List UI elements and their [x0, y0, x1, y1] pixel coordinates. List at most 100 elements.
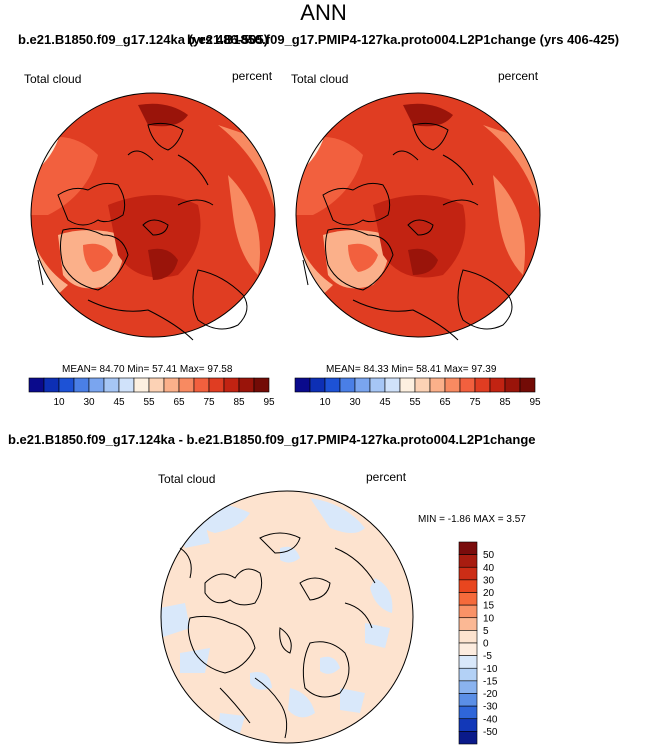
panel-1-colorbar-cell [73, 377, 90, 393]
panel-1-colorbar-cell [238, 377, 255, 393]
panel-1-stats: MEAN= 84.70 Min= 57.41 Max= 97.58 [62, 364, 232, 375]
panel-3-colorbar-cell [458, 617, 478, 631]
panel-1-colorbar-cell [118, 377, 135, 393]
panel-2-colorbar-cell [474, 377, 491, 393]
panel-3-colorbar-cell [458, 566, 478, 581]
panel-3-colorbar-cell [458, 705, 478, 720]
panel-1-colorbar-cell [28, 377, 45, 393]
panel-1-max-value: 97.58 [207, 364, 233, 375]
panel-1-colorbar-cell [103, 377, 120, 393]
panel-2-polar-map [295, 92, 541, 341]
panel-1-mean-value: 84.70 [99, 364, 125, 375]
panel-1-colorbar-cell [253, 377, 270, 393]
panel-1-min-label: Min= [127, 364, 150, 375]
panel-1-colorbar-tick-label: 45 [113, 397, 125, 408]
diff-title: b.e21.B1850.f09_g17.124ka - b.e21.B1850.… [8, 432, 536, 447]
panel-1-colorbar-cell [133, 377, 150, 393]
panel-3-colorbar-cell [458, 630, 478, 644]
panel-3-colorbar-tick-label: 10 [483, 613, 495, 624]
panel-2-max-value: 97.39 [471, 364, 497, 375]
panel-2-mean-value: 84.33 [363, 364, 389, 375]
panel-3-colorbar-tick-label: 40 [483, 563, 495, 574]
panel-1-polar-map [30, 92, 276, 341]
panel-3-colorbar-tick-label: 50 [483, 550, 495, 561]
panel-3-min-value: -1.86 [447, 514, 471, 525]
panel-1-colorbar-cell [223, 377, 240, 393]
panel-3-colorbar-cell [458, 604, 478, 619]
panel-2-colorbar-cell [369, 377, 386, 393]
panel-2-colorbar-cell [414, 377, 431, 393]
panel-3-colorbar-cell [458, 731, 478, 745]
panel-3-colorbar-cell [458, 667, 478, 682]
panel-2-colorbar-tick-label: 95 [529, 397, 541, 408]
panel-2-colorbar-cell [489, 377, 506, 393]
panel-2-colorbar-cell [324, 377, 341, 393]
panel-1-colorbar-cell [163, 377, 180, 393]
panel-1-colorbar-tick-label: 65 [173, 397, 185, 408]
panel-3-colorbar-tick-label: -5 [483, 651, 492, 662]
panel-2-colorbar-cell [519, 377, 536, 393]
panel-3-max-label: MAX = [473, 514, 504, 525]
panel-2-units-label: percent [498, 69, 539, 83]
panel-2-colorbar-tick-label: 75 [469, 397, 481, 408]
panel-3-colorbar-cell [458, 655, 478, 669]
panel-3-min-label: MIN = [418, 514, 445, 525]
panel-3-units-label: percent [366, 470, 407, 484]
panel-2-colorbar-tick-label: 65 [439, 397, 451, 408]
panel-1-colorbar-cell [58, 377, 75, 393]
panel-2-max-label: Max= [443, 364, 469, 375]
panel-1-colorbar-tick-label: 85 [233, 397, 245, 408]
panel-3-colorbar-cell [458, 579, 478, 593]
panel-3-colorbar-tick-label: 20 [483, 588, 495, 599]
panel-1-colorbar-tick-label: 95 [263, 397, 275, 408]
panel-1-colorbar-tick-label: 75 [203, 397, 215, 408]
panel-1-colorbar-cell [193, 377, 210, 393]
panel-2-colorbar-cell [459, 377, 476, 393]
panel-2-colorbar-cell [504, 377, 521, 393]
panel-3-variable-label: Total cloud [158, 472, 216, 486]
panel-1-colorbar-cell [178, 377, 195, 393]
page-title: ANN [300, 0, 347, 25]
panel-3-colorbar-cell [458, 541, 478, 555]
panel-2-colorbar-tick-label: 55 [409, 397, 421, 408]
panel-2-colorbar-cell [339, 377, 356, 393]
panel-3-colorbar-tick-label: -40 [483, 714, 498, 725]
panel-2-colorbar-cell [429, 377, 446, 393]
panel-1-colorbar-cell [88, 377, 105, 393]
panel-3-colorbar-cell [458, 718, 478, 732]
panel-3-colorbar-tick-label: -15 [483, 676, 498, 687]
panel-2-colorbar-cell [399, 377, 416, 393]
panel-3-colorbar-tick-label: -20 [483, 689, 498, 700]
panel-3-colorbar-cell [458, 642, 478, 656]
panel-3-colorbar-cell [458, 554, 478, 568]
panel-3-colorbar-cell [458, 592, 478, 606]
panel-1-variable-label: Total cloud [24, 72, 82, 86]
panel-1-colorbar-tick-label: 10 [53, 397, 65, 408]
panel-3-colorbar-tick-label: -10 [483, 664, 498, 675]
panel-2-min-label: Min= [391, 364, 414, 375]
panel-3-polar-map [160, 490, 414, 744]
panel-3-colorbar-tick-label: 5 [483, 626, 489, 637]
panel-2-colorbar-cell [309, 377, 326, 393]
panel-2-min-value: 58.41 [416, 364, 442, 375]
panel-3-colorbar-tick-label: 15 [483, 601, 495, 612]
panel-2-colorbar-tick-label: 10 [319, 397, 331, 408]
panel-2-mean-label: MEAN= [326, 364, 361, 375]
panel-1-colorbar-tick-label: 30 [83, 397, 95, 408]
panel-1-colorbar-cell [208, 377, 225, 393]
panel-1-colorbar-cell [43, 377, 60, 393]
panel-3-max-value: 3.57 [506, 514, 526, 525]
panel-1-max-label: Max= [179, 364, 205, 375]
panel-3-colorbar-tick-label: 30 [483, 575, 495, 586]
panel-2-colorbar-cell [444, 377, 461, 393]
panel-2-colorbar-tick-label: 85 [499, 397, 511, 408]
panel-3-colorbar-tick-label: 0 [483, 639, 489, 650]
panel-1-title: b.e21.B1850.f09_g17.124ka (yrs 486-505) [18, 32, 269, 47]
panel-2-colorbar-cell [384, 377, 401, 393]
panel-3-colorbar-tick-label: -30 [483, 702, 498, 713]
panel-1-colorbar-cell [148, 377, 165, 393]
panel-2-title: b.e21.B1850.f09_g17.PMIP4-127ka.proto004… [187, 32, 620, 47]
panel-3-colorbar-cell [458, 693, 478, 707]
panel-1-min-value: 57.41 [152, 364, 178, 375]
